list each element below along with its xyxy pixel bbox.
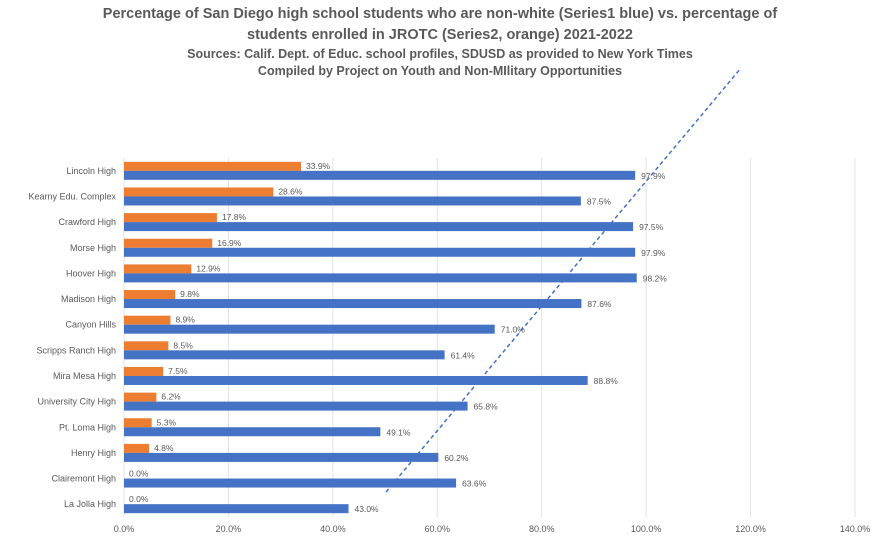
bar-series1 — [124, 170, 636, 180]
chart-subtitle-line-2: Compiled by Project on Youth and Non-MIl… — [257, 64, 623, 78]
y-category-label: Scripps Ranch High — [36, 345, 116, 355]
y-category-label: Madison High — [61, 294, 116, 304]
bar-series1 — [124, 247, 636, 257]
x-tick-label: 100.0% — [631, 524, 662, 534]
data-label-series1: 60.2% — [444, 453, 469, 463]
y-category-label: Mira Mesa High — [53, 371, 116, 381]
data-label-series1: 87.5% — [587, 196, 612, 206]
data-label-series2: 28.6% — [278, 186, 303, 196]
y-category-label: Lincoln High — [66, 166, 116, 176]
bar-series2 — [124, 290, 176, 300]
bar-series2 — [124, 264, 192, 274]
data-label-series1: 87.6% — [587, 299, 612, 309]
bar-series2 — [124, 315, 171, 325]
chart-subtitle-line-1: Sources: Calif. Dept. of Educ. school pr… — [187, 47, 693, 61]
bar-series1 — [124, 427, 381, 437]
data-label-series1: 71.0% — [501, 325, 526, 335]
bar-series2 — [124, 443, 150, 453]
bar-series2 — [124, 392, 157, 402]
y-category-label: Canyon Hills — [65, 320, 116, 330]
bar-series1 — [124, 222, 634, 232]
trendline — [385, 67, 742, 493]
data-label-series1: 97.5% — [639, 222, 664, 232]
data-label-series1: 88.8% — [594, 376, 619, 386]
data-label-series2: 8.9% — [175, 315, 195, 325]
data-label-series2: 12.9% — [196, 263, 221, 273]
data-label-series1: 43.0% — [355, 504, 380, 514]
data-label-series2: 9.8% — [180, 289, 200, 299]
bar-series2 — [124, 366, 164, 376]
bar-series1 — [124, 196, 581, 206]
x-tick-label: 80.0% — [529, 524, 555, 534]
x-tick-label: 140.0% — [840, 524, 871, 534]
data-label-series2: 8.5% — [173, 340, 193, 350]
data-label-series2: 4.8% — [154, 443, 174, 453]
bar-series2 — [124, 187, 274, 197]
x-tick-label: 0.0% — [114, 524, 135, 534]
bar-series2 — [124, 161, 302, 171]
y-category-label: Morse High — [70, 243, 116, 253]
y-category-label: Kearny Edu. Complex — [28, 191, 116, 201]
bar-series1 — [124, 375, 588, 385]
data-label-series2: 0.0% — [129, 494, 149, 504]
chart-title-line-2: students enrolled in JROTC (Series2, ora… — [247, 27, 633, 43]
x-tick-label: 60.0% — [425, 524, 451, 534]
y-category-label: La Jolla High — [64, 499, 116, 509]
y-category-label: Clairemont High — [51, 474, 116, 484]
bar-series2 — [124, 341, 169, 351]
x-tick-label: 120.0% — [735, 524, 766, 534]
data-label-series1: 65.8% — [474, 402, 499, 412]
y-category-label: Hoover High — [66, 268, 116, 278]
data-label-series1: 97.9% — [641, 171, 666, 181]
chart-title-line-1: Percentage of San Diego high school stud… — [102, 6, 778, 22]
data-label-series2: 33.9% — [306, 161, 331, 171]
data-label-series1: 97.9% — [641, 248, 666, 258]
bar-series1 — [124, 401, 468, 411]
data-label-series2: 0.0% — [129, 469, 149, 479]
data-label-series2: 6.2% — [161, 392, 181, 402]
x-tick-label: 20.0% — [216, 524, 242, 534]
y-category-label: Pt. Loma High — [59, 422, 116, 432]
data-label-series2: 16.9% — [217, 238, 242, 248]
bar-series1 — [124, 504, 349, 514]
y-category-label: University City High — [37, 397, 116, 407]
bar-series1 — [124, 273, 637, 283]
y-category-label: Henry High — [71, 448, 116, 458]
bar-series1 — [124, 452, 439, 462]
bar-series2 — [124, 213, 217, 223]
bar-series2 — [124, 238, 213, 248]
bar-series1 — [124, 324, 495, 334]
data-label-series1: 63.6% — [462, 479, 487, 489]
bar-series1 — [124, 478, 457, 488]
data-label-series2: 7.5% — [168, 366, 188, 376]
data-label-series2: 17.8% — [222, 212, 247, 222]
bar-series1 — [124, 299, 582, 309]
bar-series2 — [124, 418, 152, 428]
data-label-series1: 49.1% — [386, 427, 411, 437]
data-label-series1: 98.2% — [643, 273, 668, 283]
x-tick-label: 40.0% — [320, 524, 346, 534]
bar-series1 — [124, 350, 445, 360]
data-label-series2: 5.3% — [157, 417, 177, 427]
data-label-series1: 61.4% — [451, 350, 476, 360]
y-category-label: Crawford High — [58, 217, 116, 227]
